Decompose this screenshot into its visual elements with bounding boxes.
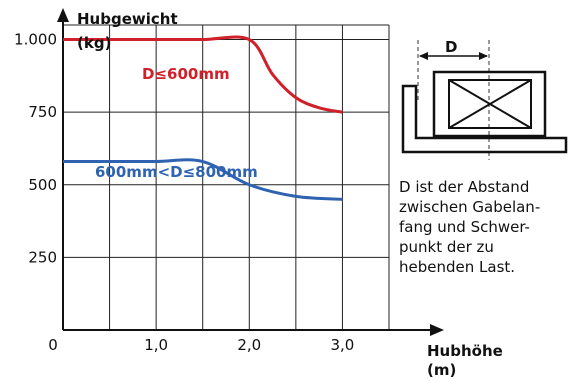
description-line-3: fang und Schwer- <box>399 218 530 236</box>
load-box-cross-2 <box>448 79 532 129</box>
chart-axes <box>57 8 444 336</box>
series-label-blue: 600mm<D≤800mm <box>95 163 258 181</box>
y-tick-label: 500 <box>28 176 57 194</box>
description-line-4: punkt der zu <box>399 238 494 256</box>
series-label-red: D≤600mm <box>142 65 230 83</box>
description-line-1: D ist der Abstand <box>399 178 529 196</box>
description-line-5: hebenden Last. <box>399 258 515 276</box>
dim-arrow-right <box>479 52 488 60</box>
y-axis-arrow <box>57 8 69 22</box>
x-axis-title-line-2: (m) <box>427 361 456 379</box>
fork-diagram: D <box>401 38 568 160</box>
x-tick-label: 1,0 <box>144 336 168 354</box>
dimension-label: D <box>445 38 457 56</box>
y-axis-title-line-2: (kg) <box>77 34 111 52</box>
x-tick-label: 3,0 <box>330 336 354 354</box>
x-axis-title-line-1: Hubhöhe <box>427 342 503 360</box>
load-box <box>432 70 547 138</box>
y-axis-title-line-1: Hubgewicht <box>77 10 178 28</box>
y-tick-label: 250 <box>28 248 57 266</box>
series-line-d600 <box>63 35 343 114</box>
tick-labels: 250 500 750 1.000 0 1,0 2,0 3,0 <box>14 31 354 354</box>
load-box-inner <box>448 79 532 129</box>
x-tick-label: 0 <box>48 336 58 354</box>
fork-outline <box>401 84 568 154</box>
series-lines <box>63 35 343 201</box>
x-axis-arrow <box>430 324 444 336</box>
y-tick-label: 750 <box>28 103 57 121</box>
dim-arrow-left <box>419 52 428 60</box>
description-line-2: zwischen Gabelan- <box>399 198 540 216</box>
y-tick-label: 1.000 <box>14 31 57 49</box>
series-line-d800 <box>63 158 343 201</box>
x-tick-label: 2,0 <box>237 336 261 354</box>
